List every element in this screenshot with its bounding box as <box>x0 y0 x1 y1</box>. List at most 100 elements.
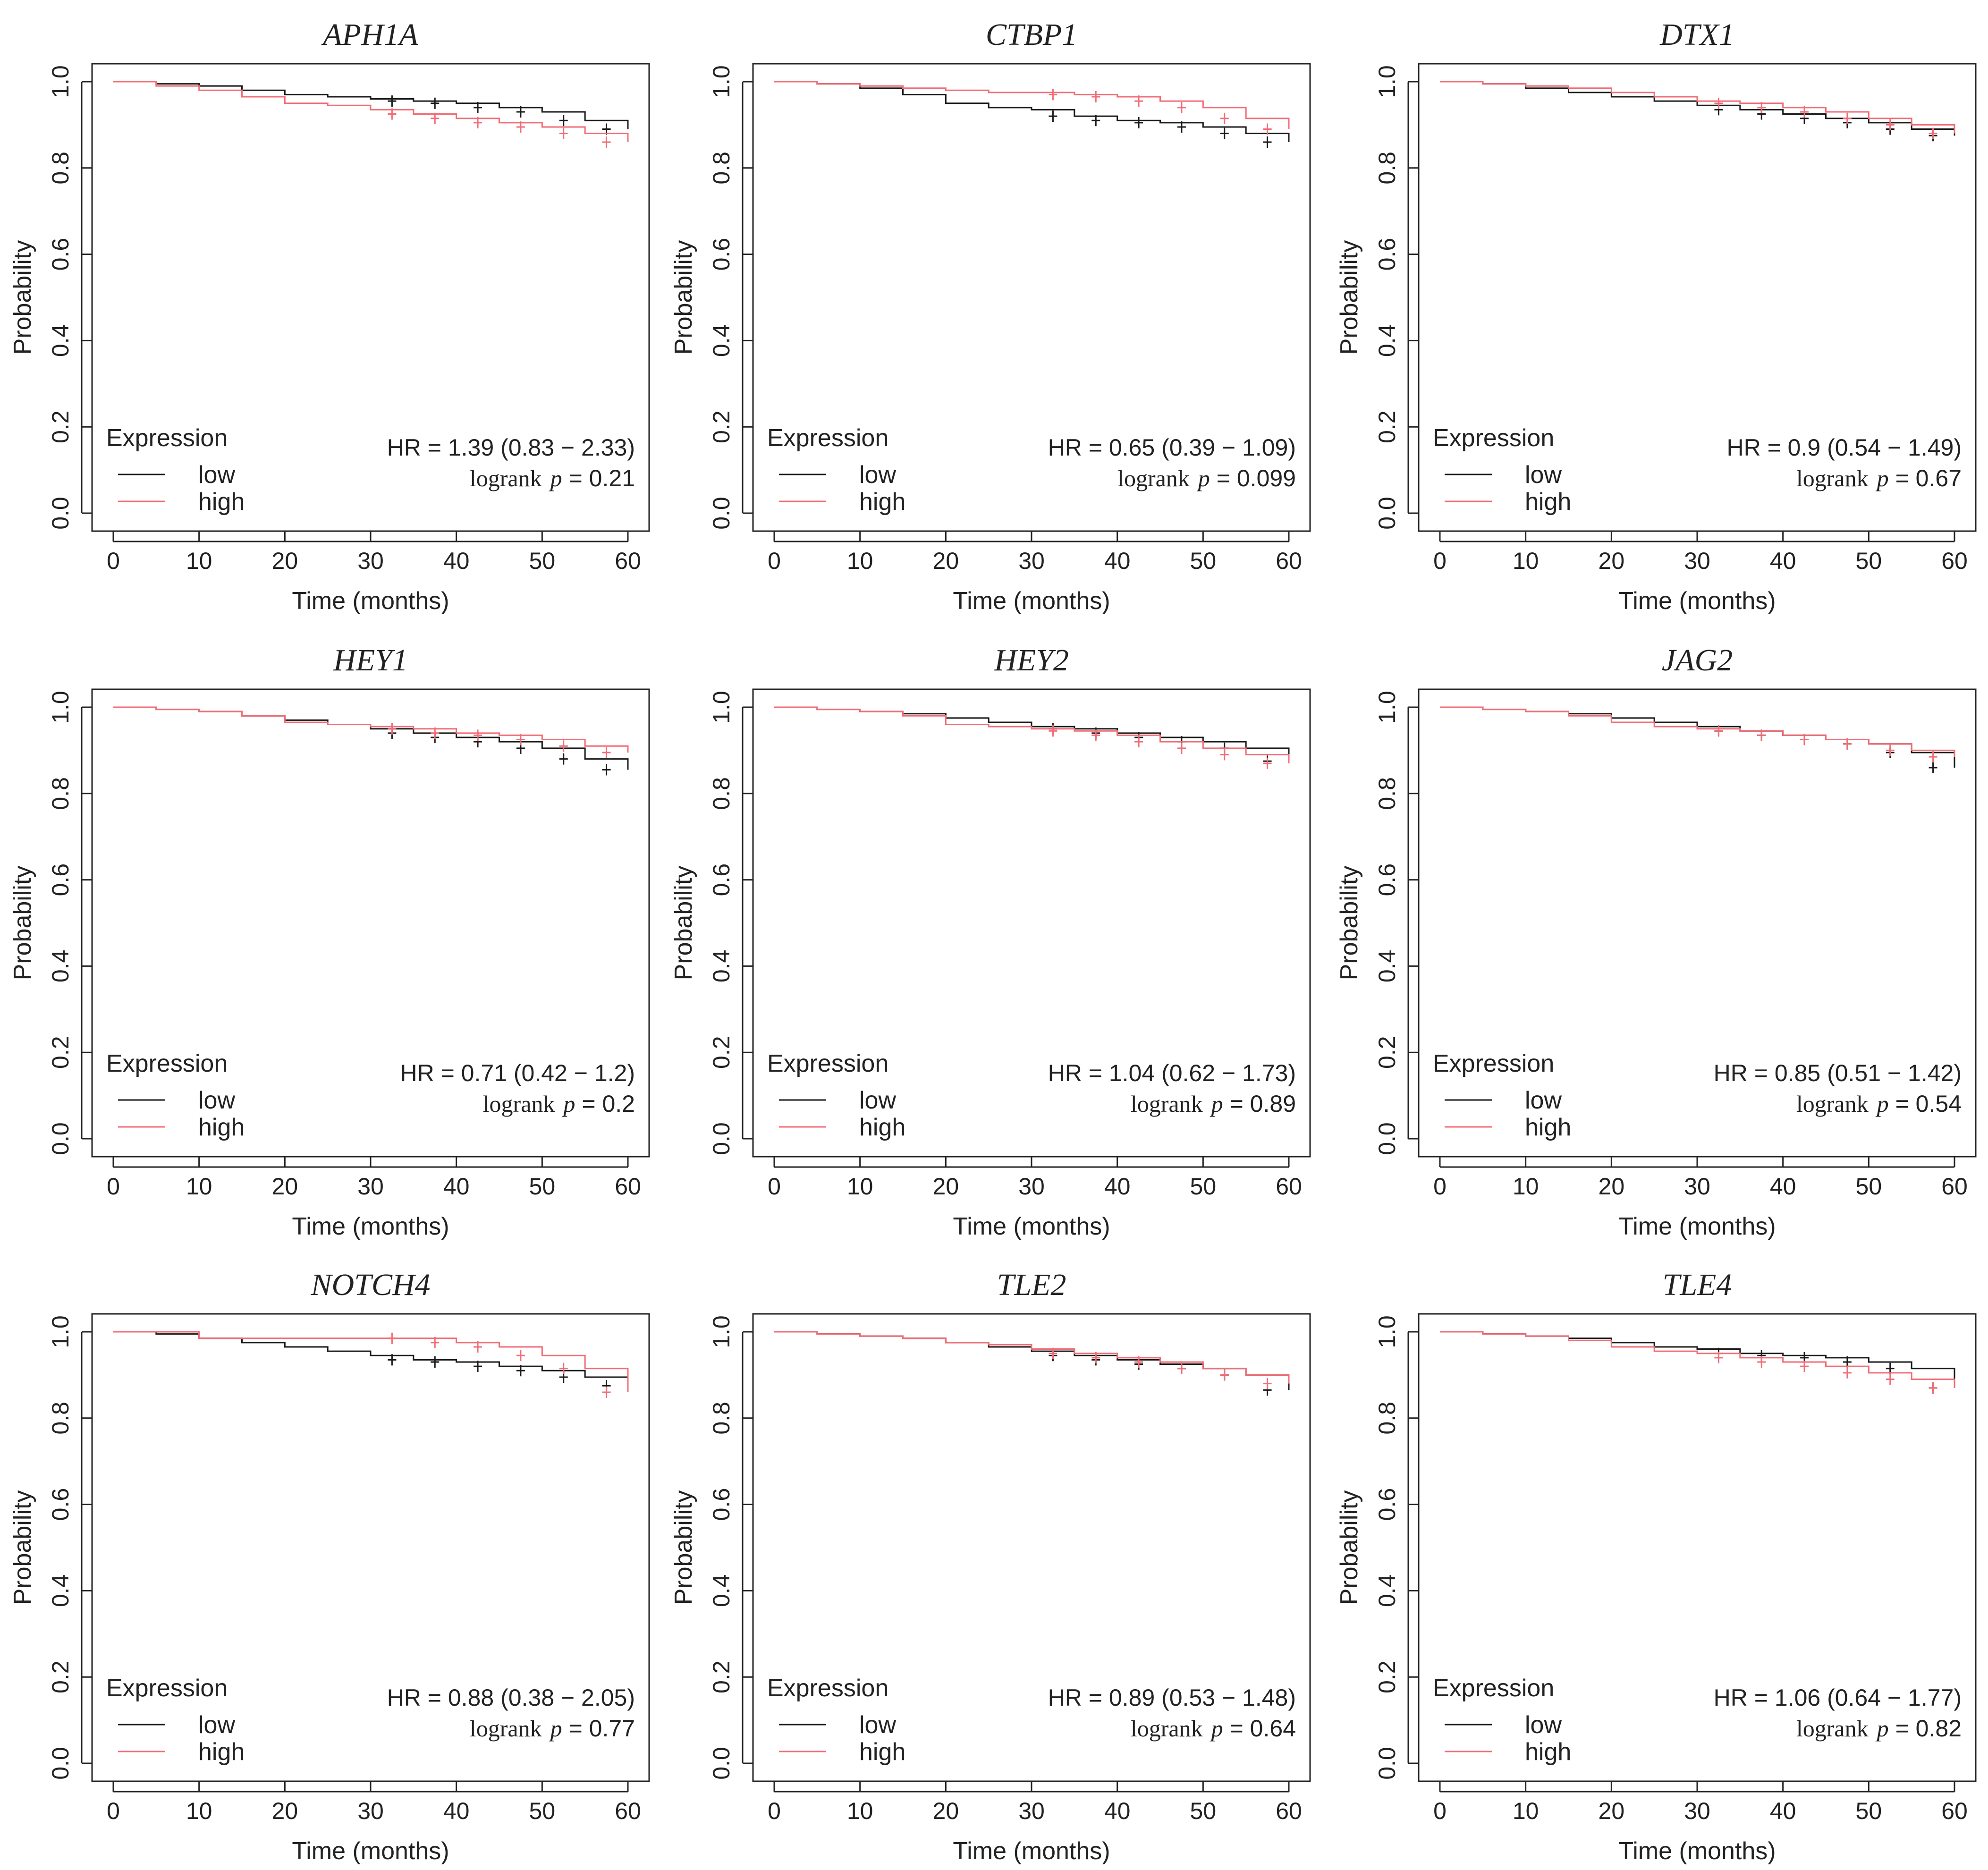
censor-mark-high <box>1757 102 1766 113</box>
y-tick-label: 1.0 <box>47 1315 74 1348</box>
y-tick-label: 0.6 <box>47 238 74 271</box>
y-tick-label: 0.8 <box>1374 1402 1400 1435</box>
logrank-text: logrank p = 0.2 <box>483 1091 635 1117</box>
hazard-ratio-text: HR = 1.39 (0.83 − 2.33) <box>387 434 635 461</box>
y-tick-label: 0.4 <box>1374 950 1400 983</box>
y-tick-label: 0.8 <box>1374 777 1400 810</box>
censor-mark-high <box>474 1341 482 1353</box>
x-axis-label: Time (months) <box>953 1213 1110 1240</box>
legend-label-high: high <box>859 488 905 516</box>
y-axis-label: Probability <box>1336 1490 1363 1605</box>
censor-mark-low <box>474 1361 482 1372</box>
censor-mark-high <box>1177 102 1186 113</box>
y-tick-label: 0.4 <box>47 950 74 983</box>
legend-label-low: low <box>1525 1087 1562 1114</box>
censor-mark-high <box>1049 1347 1057 1359</box>
censor-mark-high <box>1091 91 1100 102</box>
x-tick-label: 0 <box>768 1798 781 1824</box>
censor-mark-high <box>1220 1369 1229 1381</box>
censor-mark-low <box>388 95 397 107</box>
y-axis-label: Probability <box>670 240 697 355</box>
p-symbol: p <box>1876 1091 1889 1117</box>
censor-mark-low <box>431 1356 440 1368</box>
censor-mark-high <box>1049 725 1057 737</box>
logrank-text: logrank p = 0.67 <box>1796 465 1962 491</box>
legend-label-low: low <box>859 1087 896 1114</box>
censor-mark-high <box>1263 757 1272 769</box>
logrank-label: logrank <box>483 1091 555 1117</box>
censor-mark-high <box>602 746 611 758</box>
x-tick-label: 40 <box>1770 548 1796 574</box>
censor-mark-high <box>1843 1367 1852 1379</box>
x-tick-label: 20 <box>1599 1173 1625 1200</box>
survival-curve-low <box>1440 81 1955 136</box>
censor-mark-high <box>1929 1382 1937 1394</box>
y-tick-label: 0.2 <box>708 410 735 443</box>
legend-label-high: high <box>1525 1114 1571 1141</box>
censor-mark-high <box>474 729 482 741</box>
x-tick-label: 30 <box>357 1173 384 1200</box>
x-tick-label: 10 <box>1513 1173 1539 1200</box>
x-tick-label: 20 <box>272 1173 298 1200</box>
survival-curve-high <box>1440 81 1955 134</box>
legend-title: Expression <box>106 424 228 452</box>
survival-curve-high <box>113 81 629 142</box>
censor-mark-high <box>602 136 611 148</box>
censor-mark-high <box>1757 729 1766 741</box>
logrank-label: logrank <box>1796 1715 1869 1742</box>
censor-mark-low <box>388 1354 397 1366</box>
survival-curve-low <box>113 1331 629 1386</box>
censor-mark-high <box>1886 119 1895 131</box>
legend-label-high: high <box>859 1114 905 1141</box>
y-tick-label: 0.4 <box>708 950 735 983</box>
survival-curve-low <box>774 706 1290 762</box>
x-tick-label: 40 <box>1770 1798 1796 1824</box>
hazard-ratio-text: HR = 0.9 (0.54 − 1.49) <box>1726 434 1962 461</box>
y-tick-label: 0.8 <box>708 1402 735 1435</box>
y-tick-label: 0.2 <box>708 1036 735 1069</box>
y-tick-label: 0.6 <box>1374 238 1400 271</box>
x-tick-label: 50 <box>1190 548 1217 574</box>
y-axis-label: Probability <box>1336 240 1363 355</box>
censor-mark-high <box>1220 749 1229 761</box>
x-tick-label: 50 <box>1190 1173 1217 1200</box>
survival-curve-high <box>113 1331 629 1392</box>
censor-mark-low <box>431 97 440 109</box>
y-tick-label: 0.0 <box>47 497 74 530</box>
x-tick-label: 10 <box>186 1173 212 1200</box>
censor-mark-low <box>1134 117 1143 128</box>
x-tick-label: 50 <box>1856 1798 1882 1824</box>
censor-mark-high <box>431 1337 440 1348</box>
logrank-text: logrank p = 0.82 <box>1796 1715 1962 1742</box>
censor-mark-high <box>1714 725 1723 737</box>
censor-mark-high <box>388 723 397 735</box>
x-tick-label: 40 <box>1104 1173 1131 1200</box>
y-tick-label: 0.4 <box>708 324 735 357</box>
km-panel: CTBP1 0 10 20 30 40 50 60 Time (months) 0.0 0.2 0.4… <box>670 17 1311 615</box>
plot-frame <box>752 688 1311 1158</box>
legend-label-low: low <box>198 1711 235 1739</box>
x-tick-label: 40 <box>1770 1173 1796 1200</box>
y-tick-label: 0.4 <box>47 324 74 357</box>
survival-curve-low <box>113 706 629 770</box>
legend-label-high: high <box>1525 488 1571 516</box>
x-tick-label: 60 <box>1276 548 1302 574</box>
legend-title: Expression <box>1433 1050 1554 1077</box>
x-tick-label: 10 <box>847 548 873 574</box>
x-tick-label: 60 <box>615 548 641 574</box>
km-panel: NOTCH4 0 10 20 30 40 50 60 Time (months) 0.0 0.2 0.… <box>9 1268 650 1865</box>
panel-title: TLE4 <box>1663 1268 1732 1302</box>
censor-mark-high <box>1091 1352 1100 1363</box>
y-tick-label: 0.2 <box>1374 1660 1400 1693</box>
censor-mark-low <box>474 102 482 113</box>
x-tick-label: 30 <box>1018 1798 1045 1824</box>
logrank-text: logrank p = 0.21 <box>470 465 635 491</box>
y-tick-label: 1.0 <box>47 65 74 98</box>
y-tick-label: 0.0 <box>708 1122 735 1155</box>
censor-mark-high <box>431 727 440 739</box>
plot-frame <box>91 1313 650 1782</box>
logrank-label: logrank <box>1131 1091 1203 1117</box>
y-tick-label: 0.2 <box>1374 410 1400 443</box>
x-tick-label: 60 <box>1941 1173 1968 1200</box>
legend-label-high: high <box>1525 1738 1571 1766</box>
